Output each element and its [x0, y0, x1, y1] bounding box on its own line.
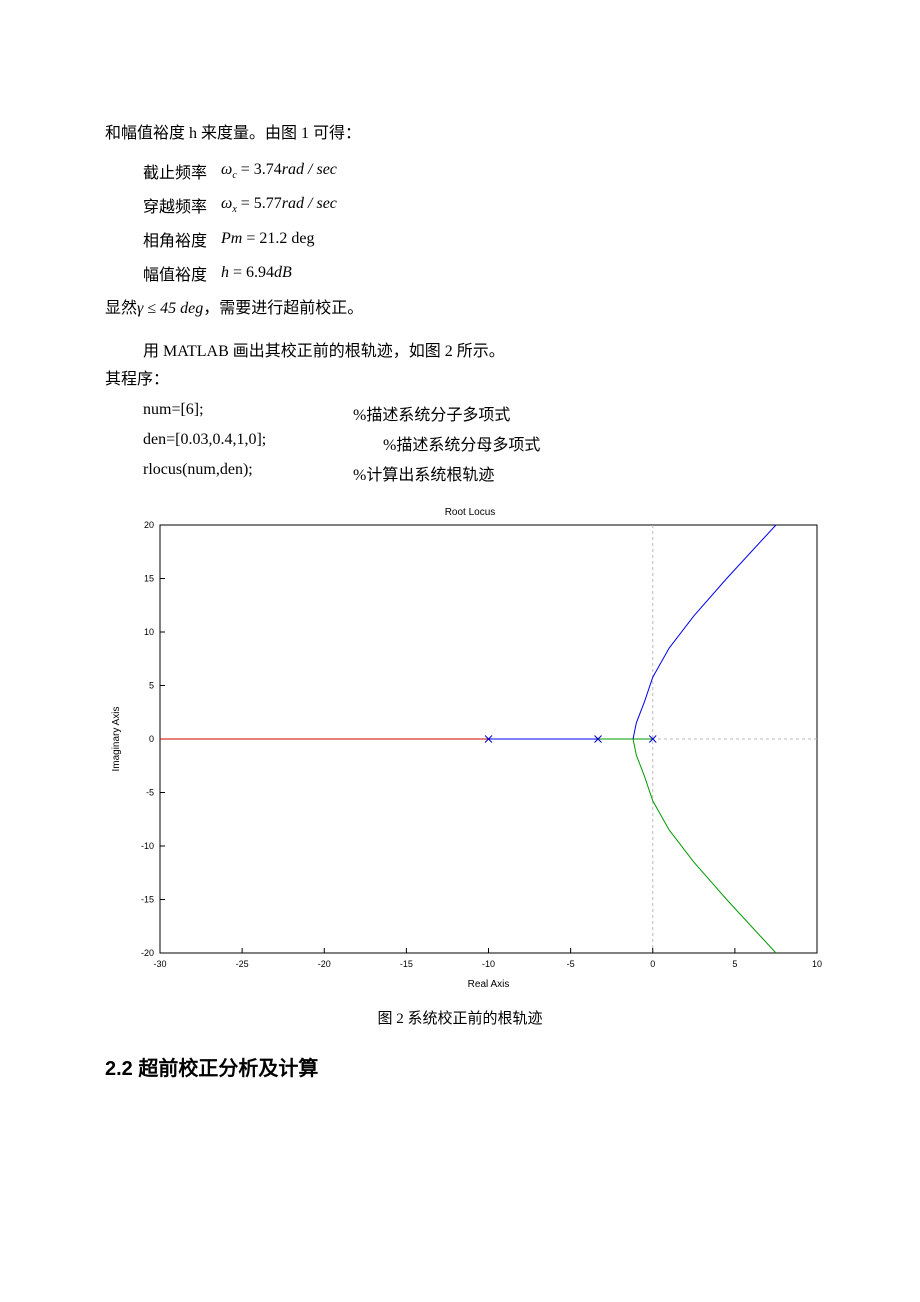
param-formula: Pm = 21.2 deg [221, 230, 314, 248]
param-label: 幅值裕度 [143, 261, 207, 285]
svg-text:-10: -10 [141, 841, 154, 851]
figure-caption: 图 2 系统校正前的根轨迹 [105, 1007, 815, 1028]
code-line: rlocus(num,den); %计算出系统根轨迹 [143, 461, 815, 485]
param-label: 相角裕度 [143, 227, 207, 251]
svg-text:-10: -10 [482, 959, 495, 969]
intro-line: 和幅值裕度 h 来度量。由图 1 可得： [105, 120, 815, 149]
param-formula: ωx = 5.77rad / sec [221, 195, 337, 215]
svg-text:-15: -15 [141, 895, 154, 905]
para-code-intro: 其程序： [105, 366, 815, 395]
svg-text:5: 5 [732, 959, 737, 969]
svg-text:Real Axis: Real Axis [468, 979, 510, 990]
param-label: 穿越频率 [143, 193, 207, 217]
param-cutoff-freq: 截止频率 ωc = 3.74rad / sec [143, 159, 815, 183]
param-phase-margin: 相角裕度 Pm = 21.2 deg [143, 227, 815, 251]
code-block: num=[6]; %描述系统分子多项式 den=[0.03,0.4,1,0]; … [143, 401, 815, 485]
svg-text:0: 0 [149, 734, 154, 744]
param-cross-freq: 穿越频率 ωx = 5.77rad / sec [143, 193, 815, 217]
param-label: 截止频率 [143, 159, 207, 183]
param-formula: ωc = 3.74rad / sec [221, 161, 337, 181]
svg-text:20: 20 [144, 520, 154, 530]
svg-text:Imaginary Axis: Imaginary Axis [111, 707, 122, 772]
svg-text:5: 5 [149, 681, 154, 691]
root-locus-chart: Root Locus -30 -25 -20 -15 -10 -5 0 5 10 -20 -15 -10… [105, 503, 835, 993]
page: 和幅值裕度 h 来度量。由图 1 可得： 截止频率 ωc = 3.74rad /… [0, 0, 920, 1302]
svg-text:-5: -5 [567, 959, 575, 969]
svg-text:-5: -5 [146, 788, 154, 798]
svg-text:0: 0 [650, 959, 655, 969]
svg-text:-20: -20 [141, 948, 154, 958]
param-gain-margin: 幅值裕度 h = 6.94dB [143, 261, 815, 285]
svg-text:10: 10 [812, 959, 822, 969]
code-line: num=[6]; %描述系统分子多项式 [143, 401, 815, 425]
param-formula: h = 6.94dB [221, 264, 292, 282]
svg-text:10: 10 [144, 627, 154, 637]
section-heading: 2.2 超前校正分析及计算 [105, 1052, 815, 1081]
para-matlab-intro: 用 MATLAB 画出其校正前的根轨迹，如图 2 所示。 [105, 338, 815, 367]
svg-text:-30: -30 [153, 959, 166, 969]
svg-text:-20: -20 [318, 959, 331, 969]
condition-line: 显然γ ≤ 45 deg，需要进行超前校正。 [105, 295, 815, 324]
code-line: den=[0.03,0.4,1,0]; %描述系统分母多项式 [143, 431, 815, 455]
param-list: 截止频率 ωc = 3.74rad / sec 穿越频率 ωx = 5.77ra… [105, 159, 815, 285]
root-locus-figure: Root Locus -30 -25 -20 -15 -10 -5 0 5 10 -20 -15 -10… [105, 503, 835, 993]
svg-text:15: 15 [144, 574, 154, 584]
svg-text:-25: -25 [236, 959, 249, 969]
svg-text:-15: -15 [400, 959, 413, 969]
svg-text:Root Locus: Root Locus [445, 507, 496, 518]
